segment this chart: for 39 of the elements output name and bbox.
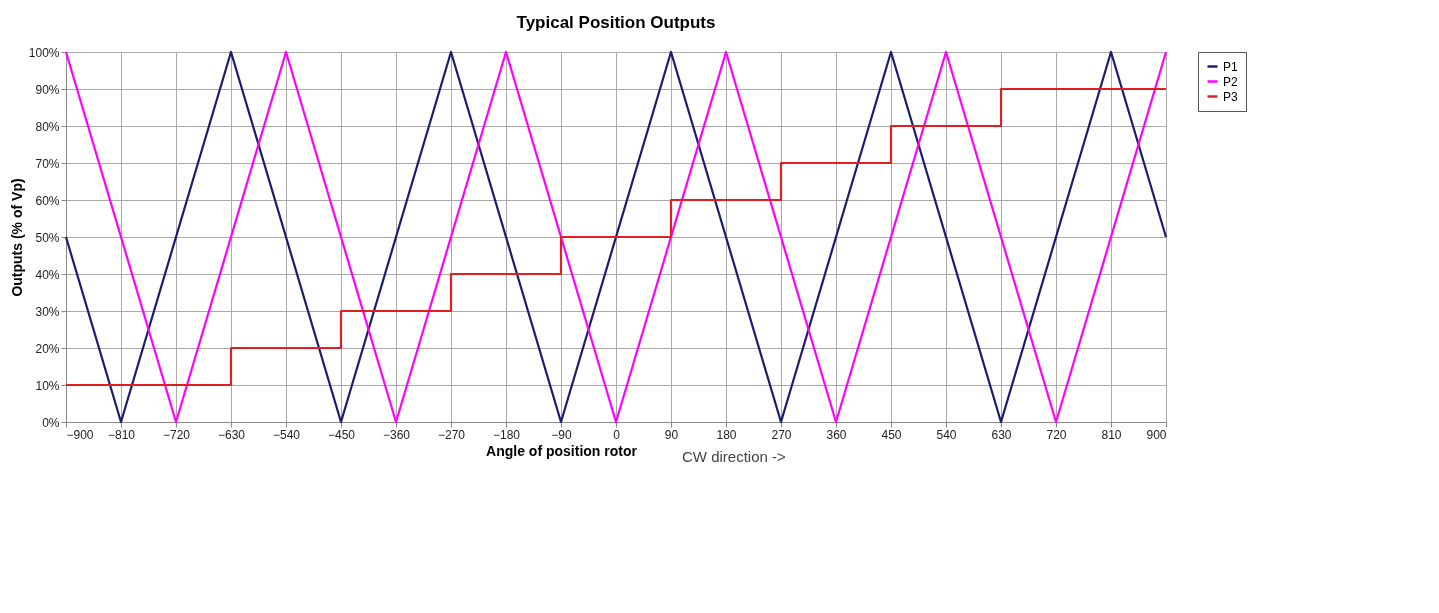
y-tick-label: 70% bbox=[35, 156, 60, 171]
y-tick-label: 0% bbox=[42, 415, 60, 430]
y-tick-label: 90% bbox=[35, 82, 60, 97]
x-tick-label: 270 bbox=[771, 427, 792, 442]
x-tick-label: −540 bbox=[272, 427, 301, 442]
chart-title: Typical Position Outputs bbox=[516, 13, 716, 32]
y-tick-label: 80% bbox=[35, 119, 60, 134]
legend-label: P3 bbox=[1223, 89, 1238, 104]
x-tick-label: 90 bbox=[664, 427, 679, 442]
y-tick-label: 100% bbox=[28, 45, 60, 60]
x-tick-label: 450 bbox=[881, 427, 902, 442]
x-tick-label: 630 bbox=[991, 427, 1012, 442]
x-tick-label: 0 bbox=[613, 427, 621, 442]
x-tick-label: −810 bbox=[107, 427, 136, 442]
x-tick-label: −630 bbox=[217, 427, 246, 442]
x-axis-title: Angle of position rotor bbox=[486, 442, 638, 459]
x-tick-label: 180 bbox=[716, 427, 737, 442]
y-tick-label: 10% bbox=[35, 378, 60, 393]
x-tick-label: −270 bbox=[437, 427, 466, 442]
y-tick-label: 30% bbox=[35, 304, 60, 319]
x-tick-label: −360 bbox=[382, 427, 411, 442]
x-tick-label: −180 bbox=[492, 427, 521, 442]
y-tick-label: 40% bbox=[35, 267, 60, 282]
text: CW direction -> bbox=[682, 448, 787, 465]
y-tick-label: 50% bbox=[35, 230, 60, 245]
x-tick-label: −720 bbox=[162, 427, 191, 442]
x-tick-label: 900 bbox=[1146, 427, 1167, 442]
legend-label: P1 bbox=[1223, 59, 1238, 74]
x-tick-label: 360 bbox=[826, 427, 847, 442]
x-tick-label: −450 bbox=[327, 427, 356, 442]
y-axis-title: Outputs (% of Vp) bbox=[8, 178, 25, 297]
legend-label: P2 bbox=[1223, 74, 1238, 89]
y-tick-label: 20% bbox=[35, 341, 60, 356]
x-tick-label: −90 bbox=[551, 427, 572, 442]
x-tick-label: 810 bbox=[1101, 427, 1122, 442]
y-tick-label: 60% bbox=[35, 193, 60, 208]
x-tick-label: 540 bbox=[936, 427, 957, 442]
x-tick-label: −900 bbox=[66, 427, 94, 442]
x-tick-label: 720 bbox=[1046, 427, 1067, 442]
